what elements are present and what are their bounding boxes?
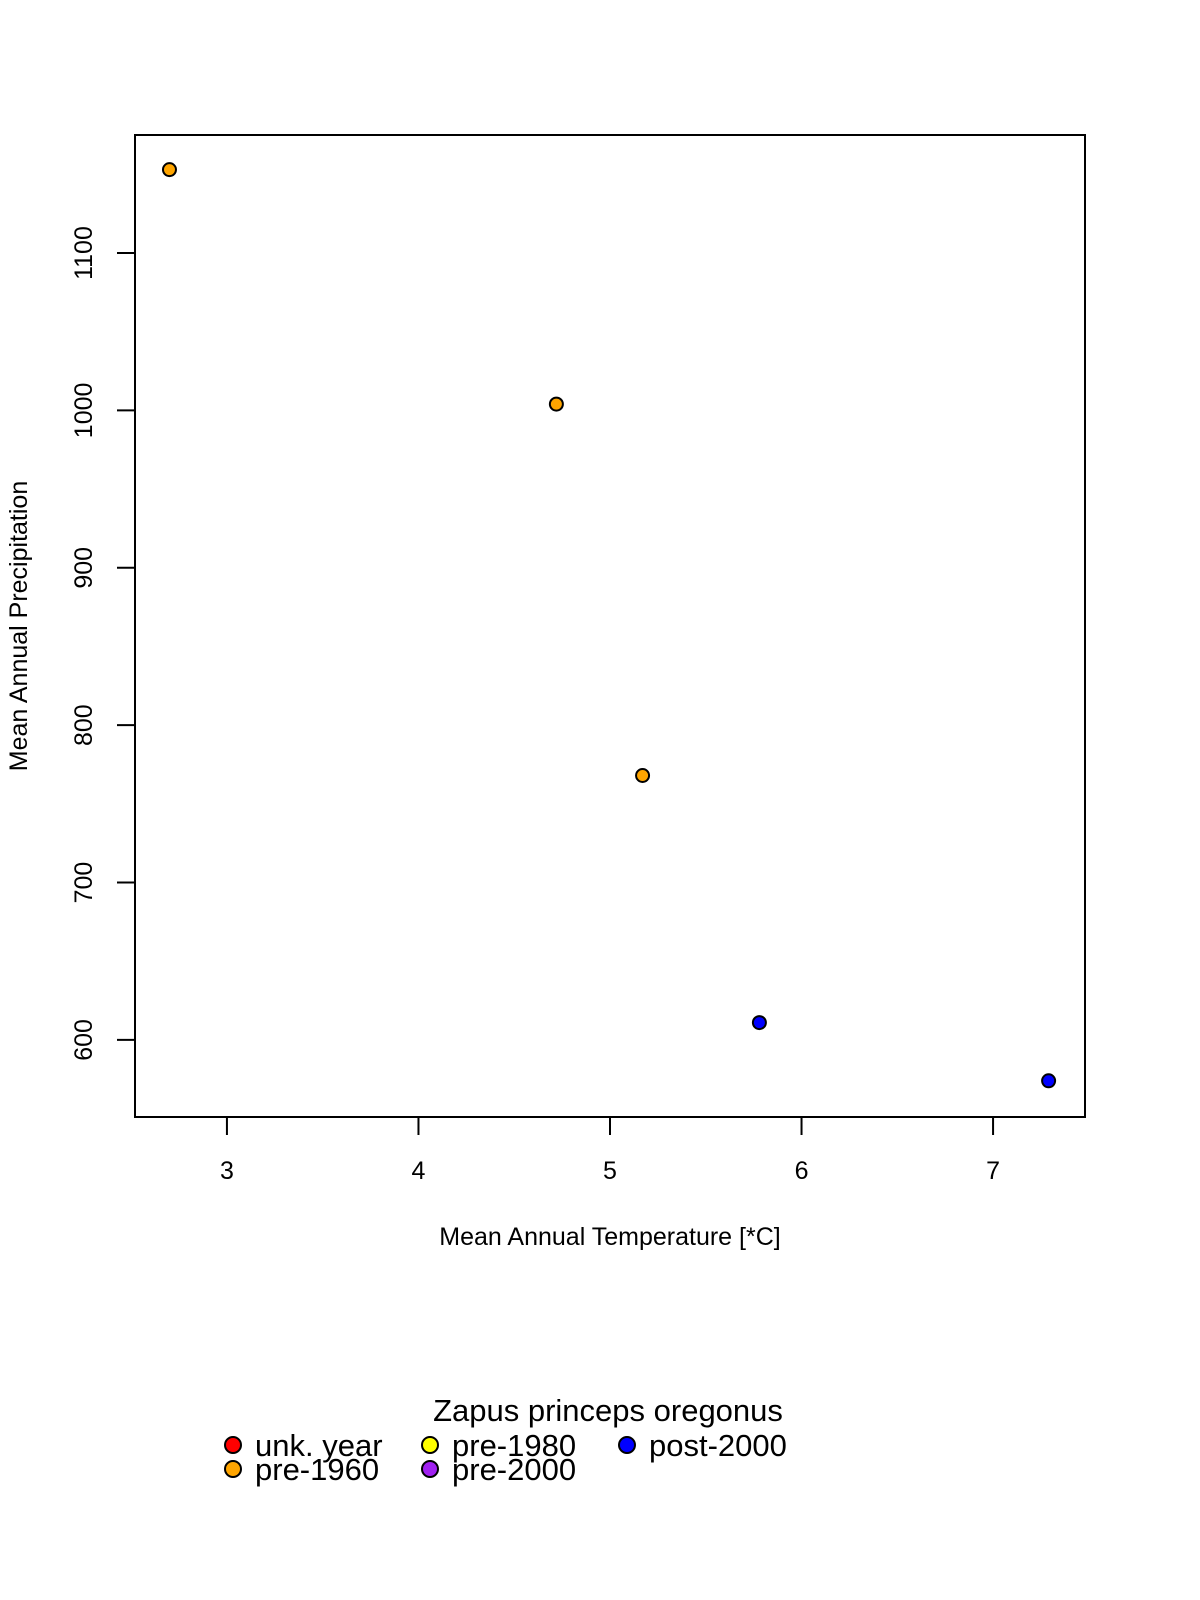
x-tick-label: 3 (220, 1157, 234, 1185)
data-point (548, 396, 564, 412)
y-tick-label: 1100 (70, 226, 98, 280)
y-tick-label: 900 (70, 547, 98, 589)
y-tick-label: 1000 (70, 383, 98, 439)
legend-marker (421, 1436, 439, 1454)
legend-label: post-2000 (649, 1428, 787, 1463)
x-tick-label: 4 (412, 1157, 426, 1185)
legend-title: Zapus princeps oregonus (433, 1393, 783, 1428)
legend-label: pre-1980 (452, 1428, 576, 1463)
plot-frame (134, 134, 1086, 1118)
x-axis: 3 4 5 6 7 (220, 1117, 1000, 1185)
y-tick-label: 800 (70, 704, 98, 746)
y-axis: 600 700 800 900 1000 1100 (70, 226, 135, 1061)
legend: Zapus princeps oregonus unk. yearpre-196… (224, 1393, 787, 1487)
legend-marker (618, 1436, 636, 1454)
data-point (161, 162, 177, 178)
x-tick-label: 7 (986, 1157, 1000, 1185)
y-axis-label: Mean Annual Precipitation (5, 481, 33, 771)
y-tick-label: 700 (70, 862, 98, 904)
legend-label: pre-1960 (255, 1452, 379, 1487)
data-point (1041, 1073, 1057, 1089)
legend-label: unk. year (255, 1428, 383, 1463)
legend-marker (224, 1436, 242, 1454)
data-points (161, 162, 1057, 1089)
data-point (635, 768, 651, 784)
data-point (751, 1015, 767, 1031)
y-tick-label: 600 (70, 1019, 98, 1061)
legend-marker (421, 1460, 439, 1478)
x-tick-label: 6 (795, 1157, 809, 1185)
legend-label: pre-2000 (452, 1452, 576, 1487)
legend-marker (224, 1460, 242, 1478)
x-axis-label: Mean Annual Temperature [*C] (439, 1223, 780, 1251)
x-tick-label: 5 (603, 1157, 617, 1185)
